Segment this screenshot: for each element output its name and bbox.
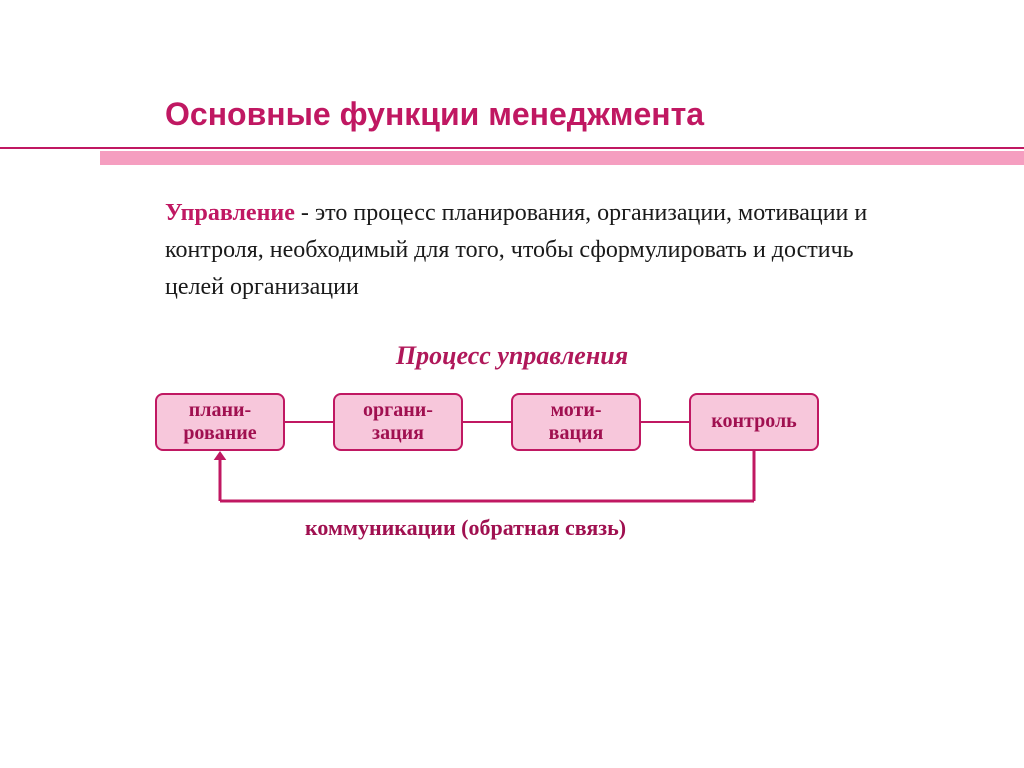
divider (0, 147, 1024, 167)
divider-thick (100, 151, 1024, 165)
slide: Основные функции менеджмента Управление … (0, 0, 1024, 768)
flow-node-planning: плани- рование (155, 393, 285, 451)
divider-thin (0, 147, 1024, 149)
process-subtitle: Процесс управления (0, 341, 1024, 371)
feedback-caption: коммуникации (обратная связь) (305, 515, 626, 541)
flow-node-motivation: моти- вация (511, 393, 641, 451)
flow-node-organization: органи- зация (333, 393, 463, 451)
slide-title: Основные функции менеджмента (0, 96, 1024, 133)
definition-paragraph: Управление - это процесс планирования, о… (0, 195, 1024, 307)
flow-node-control: контроль (689, 393, 819, 451)
flow-diagram: плани- рование органи- зация моти- вация ко… (155, 393, 875, 563)
definition-term: Управление (165, 200, 295, 226)
